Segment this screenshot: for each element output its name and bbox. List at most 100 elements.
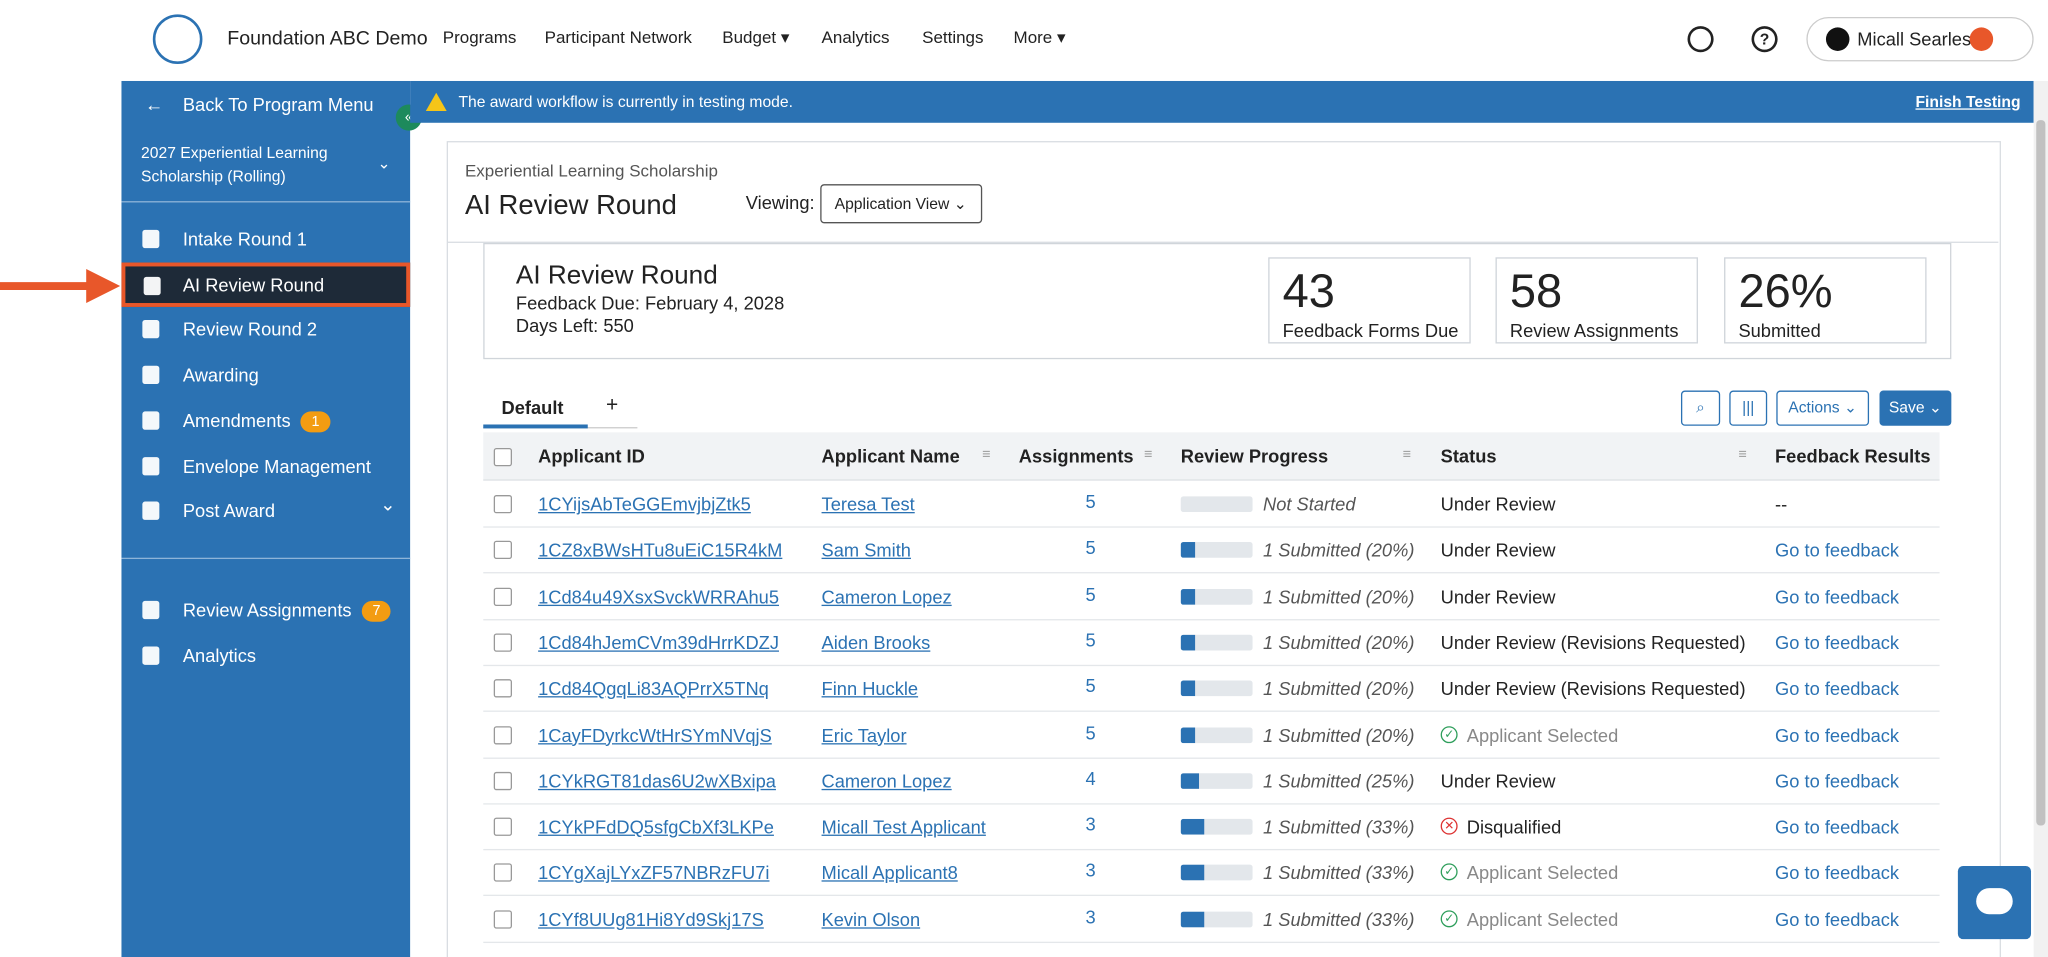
applicant-id[interactable]: 1CYkPFdDQ5sfgCbXf3LKPe [538,816,774,838]
row-checkbox[interactable] [493,817,512,837]
back-link[interactable]: Back To Program Menu [182,94,374,115]
feedback-link[interactable]: Go to feedback [1775,539,1900,561]
filter-icon[interactable]: ≡ [1738,446,1747,463]
finish-testing[interactable]: Finish Testing [1915,92,2021,112]
menu-text: Intake Round 1 [182,228,307,250]
sidebar: Back To Program Menu ← 2027 Experiential… [121,80,411,957]
row-checkbox[interactable] [493,587,512,606]
assignments[interactable]: 5 [1085,675,1096,697]
menu-item[interactable]: Post Award [121,489,410,533]
menu-item[interactable]: AI Review Round [121,262,411,307]
applicant-name[interactable]: Micall Test Applicant [821,816,986,838]
applicant-name[interactable]: Teresa Test [821,493,915,515]
assignments[interactable]: 5 [1085,537,1096,559]
applicant-id[interactable]: 1CayFDyrkcWtHrSYmNVqjS [538,724,772,746]
add-tab[interactable]: + [606,394,619,417]
nav-item[interactable]: Analytics [821,27,890,48]
row-checkbox[interactable] [493,679,512,698]
feedback-link[interactable]: Go to feedback [1775,908,1900,930]
row-checkbox[interactable] [493,495,512,514]
column-header[interactable]: Applicant ID [538,445,645,467]
filter-icon[interactable]: ≡ [1402,446,1412,463]
filter-icon[interactable]: ≡ [982,446,991,463]
applicant-name[interactable]: Cameron Lopez [821,585,952,607]
applicant-name[interactable]: Aiden Brooks [821,632,931,653]
applicant-id[interactable]: 1Cd84u49XsxSvckWRRAhu5 [538,585,779,607]
user-menu[interactable]: Micall Searles [1806,16,2034,62]
row-checkbox[interactable] [493,725,512,744]
menu-item[interactable]: Review Round 2 [121,307,410,351]
progress-fill [1180,911,1205,927]
row-divider [483,895,1940,897]
feedback-link[interactable]: -- [1775,493,1788,515]
menu-label: Review Assignments 7 [183,588,391,632]
menu-item[interactable]: Envelope Management [121,443,410,487]
columns-button[interactable]: ||| [1729,390,1768,426]
logo[interactable] [152,14,203,64]
menu-item[interactable]: Intake Round 1 [121,217,410,261]
assignments[interactable]: 5 [1085,721,1096,743]
assignments[interactable]: 4 [1085,767,1096,789]
assignments[interactable]: 3 [1085,906,1096,927]
chat-button[interactable] [1957,865,2032,940]
assignments[interactable]: 3 [1085,859,1096,881]
menu-item[interactable]: Amendments 1 [121,398,410,442]
column-header[interactable]: Status [1440,445,1497,467]
viewing-label: Viewing: [745,191,815,213]
feedback-link[interactable]: Go to feedback [1775,862,1900,884]
applicant-id[interactable]: 1CYijsAbTeGGEmvjbjZtk5 [538,493,751,515]
applicant-name[interactable]: Finn Huckle [821,678,919,700]
org-name[interactable]: Foundation ABC Demo [227,27,428,50]
nav-item[interactable]: Budget ▾ [722,27,790,48]
applicant-id[interactable]: 1CYkRGT81das6U2wXBxipa [538,770,776,792]
menu-item[interactable]: Awarding [121,353,410,397]
filter-icon[interactable]: ≡ [1144,446,1153,463]
actions-button[interactable]: Actions ⌄ [1776,390,1870,426]
menu-item[interactable]: Analytics [121,633,410,677]
program-select[interactable]: 2027 Experiential Learning Scholarship (… [141,143,328,186]
nav-item[interactable]: More ▾ [1013,27,1066,48]
column-header[interactable]: Applicant Name [821,445,960,467]
applicant-name[interactable]: Kevin Olson [821,908,921,930]
nav-item[interactable]: Programs [442,27,517,48]
progress-bar [1180,588,1253,605]
applicant-name[interactable]: Cameron Lopez [821,770,952,792]
applicant-name[interactable]: Sam Smith [821,539,911,561]
feedback-link[interactable]: Go to feedback [1775,770,1900,792]
nav-item[interactable]: Participant Network [544,27,692,48]
select-all[interactable] [493,447,512,467]
column-header[interactable]: Review Progress [1180,445,1329,467]
feedback-link[interactable]: Go to feedback [1775,816,1900,838]
applicant-id[interactable]: 1Cd84QgqLi83AQPrrX5TNq [538,678,769,700]
applicant-id[interactable]: 1CYgXajLYxZF57NBRzFU7i [538,862,770,884]
feedback-link[interactable]: Go to feedback [1775,585,1900,607]
column-header[interactable]: Feedback Results [1775,445,1931,467]
row-checkbox[interactable] [493,863,512,883]
applicant-name[interactable]: Eric Taylor [821,724,907,746]
row-checkbox[interactable] [493,633,512,652]
menu-item[interactable]: Review Assignments 7 [121,588,410,632]
status: Under Review (Revisions Requested) [1440,678,1746,700]
row-checkbox[interactable] [493,541,512,560]
assignments[interactable]: 5 [1085,583,1096,605]
column-header[interactable]: Assignments [1018,445,1134,467]
applicant-id[interactable]: 1CZ8xBWsHTu8uEiC15R4kM [538,539,783,561]
tab[interactable]: Default [501,397,564,418]
save-button[interactable]: Save ⌄ [1879,390,1952,426]
nav-item[interactable]: Settings [922,27,984,48]
feedback-link[interactable]: Go to feedback [1775,724,1900,746]
feedback-link[interactable]: Go to feedback [1775,678,1900,700]
applicant-id[interactable]: 1CYf8UUg81Hi8Yd9Skj17S [538,908,764,930]
assignments[interactable]: 5 [1085,629,1096,651]
language-icon[interactable] [1687,26,1714,53]
search-button[interactable]: ⌕ [1680,390,1721,426]
assignments[interactable]: 5 [1085,491,1096,512]
applicant-id[interactable]: 1Cd84hJemCVm39dHrrKDZJ [538,632,779,653]
help-icon[interactable]: ? [1751,26,1778,53]
view-select[interactable]: Application View ⌄ [820,184,983,224]
assignments[interactable]: 3 [1085,813,1096,835]
feedback-link[interactable]: Go to feedback [1775,632,1900,653]
applicant-name[interactable]: Micall Applicant8 [821,862,958,884]
row-checkbox[interactable] [493,909,512,929]
row-checkbox[interactable] [493,771,512,790]
